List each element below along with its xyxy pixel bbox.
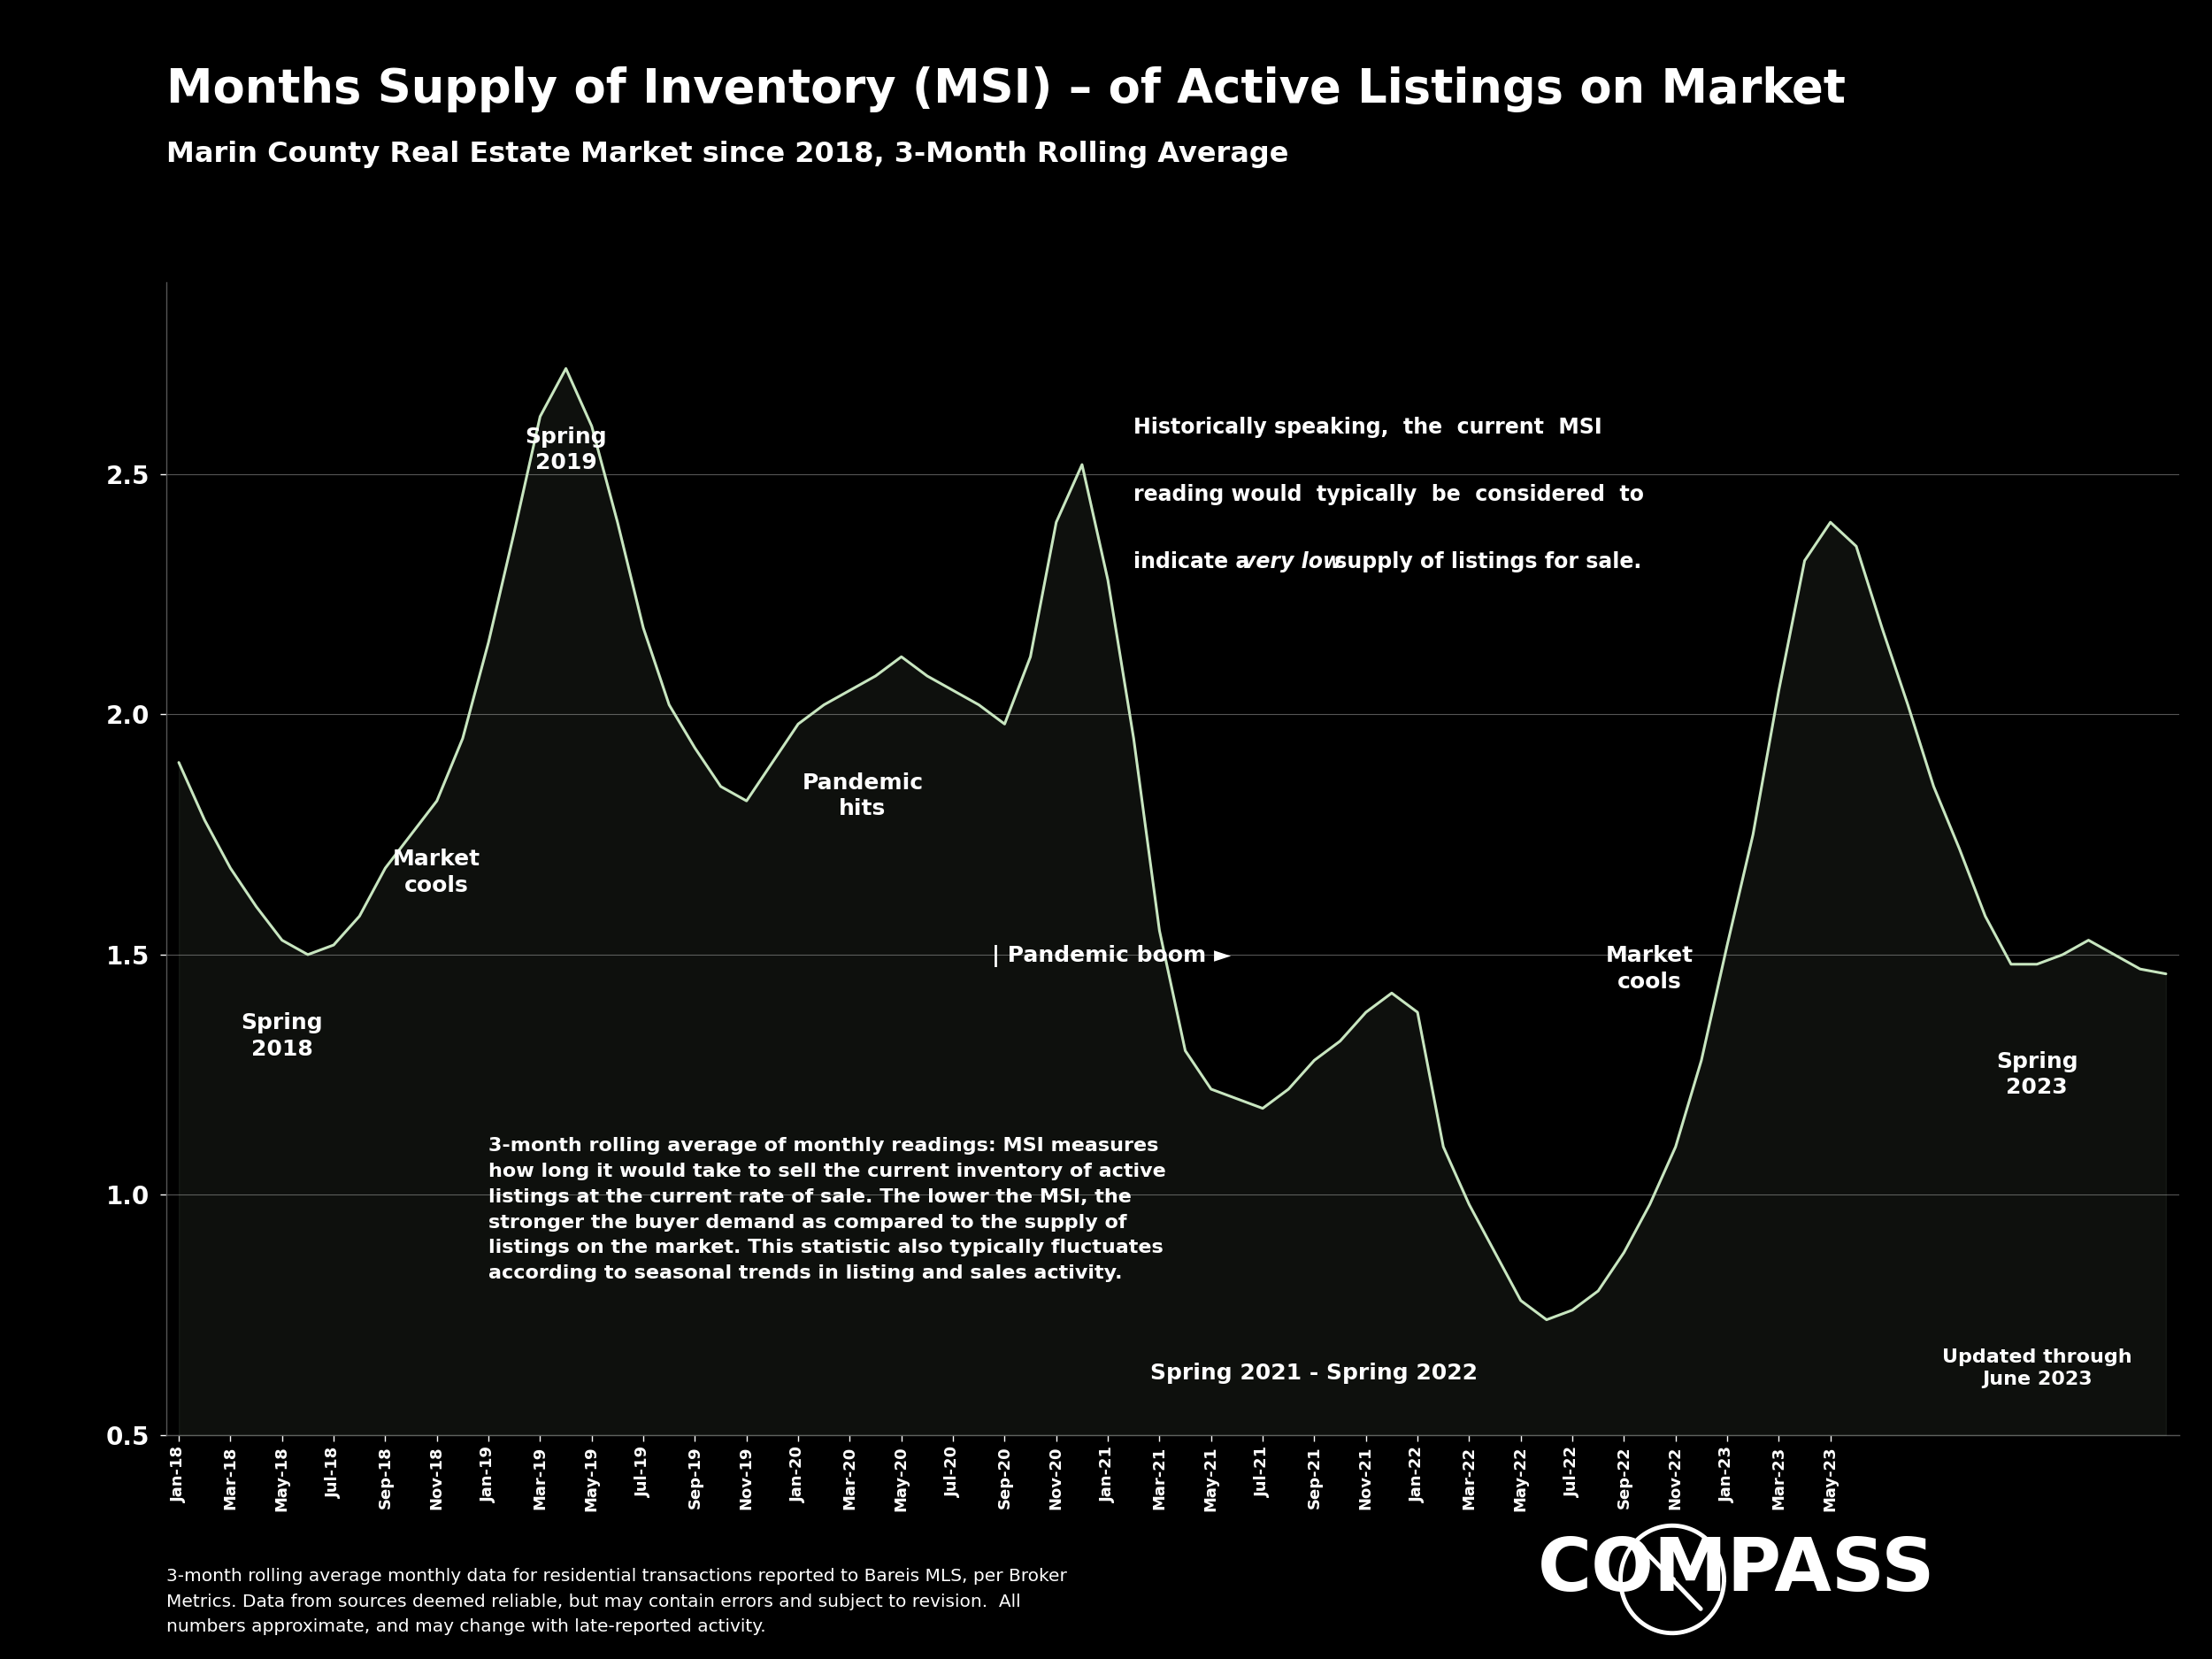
Text: reading would  typically  be  considered  to: reading would typically be considered to bbox=[1133, 484, 1644, 504]
Text: supply of listings for sale.: supply of listings for sale. bbox=[1327, 551, 1641, 572]
Text: 3-month rolling average monthly data for residential transactions reported to Ba: 3-month rolling average monthly data for… bbox=[166, 1568, 1066, 1636]
Text: Market
cools: Market cools bbox=[1606, 946, 1694, 992]
Text: Pandemic
hits: Pandemic hits bbox=[803, 771, 922, 820]
Text: Spring
2023: Spring 2023 bbox=[1995, 1050, 2077, 1098]
Text: Spring
2018: Spring 2018 bbox=[241, 1012, 323, 1060]
Text: Marin County Real Estate Market since 2018, 3-Month Rolling Average: Marin County Real Estate Market since 20… bbox=[166, 141, 1287, 169]
Text: indicate a: indicate a bbox=[1133, 551, 1256, 572]
Text: very low: very low bbox=[1243, 551, 1343, 572]
Text: Market
cools: Market cools bbox=[394, 849, 480, 896]
Text: Spring
2019: Spring 2019 bbox=[524, 426, 606, 474]
Text: 3-month rolling average of monthly readings: MSI measures
how long it would take: 3-month rolling average of monthly readi… bbox=[489, 1136, 1166, 1282]
Text: Historically speaking,  the  current  MSI: Historically speaking, the current MSI bbox=[1133, 416, 1601, 438]
Text: Updated through
June 2023: Updated through June 2023 bbox=[1942, 1349, 2132, 1389]
Text: | Pandemic boom ►: | Pandemic boom ► bbox=[991, 946, 1230, 967]
Text: COMPASS: COMPASS bbox=[1537, 1535, 1936, 1606]
Text: Months Supply of Inventory (MSI) – of Active Listings on Market: Months Supply of Inventory (MSI) – of Ac… bbox=[166, 66, 1845, 113]
Text: Spring 2021 - Spring 2022: Spring 2021 - Spring 2022 bbox=[1150, 1364, 1478, 1384]
